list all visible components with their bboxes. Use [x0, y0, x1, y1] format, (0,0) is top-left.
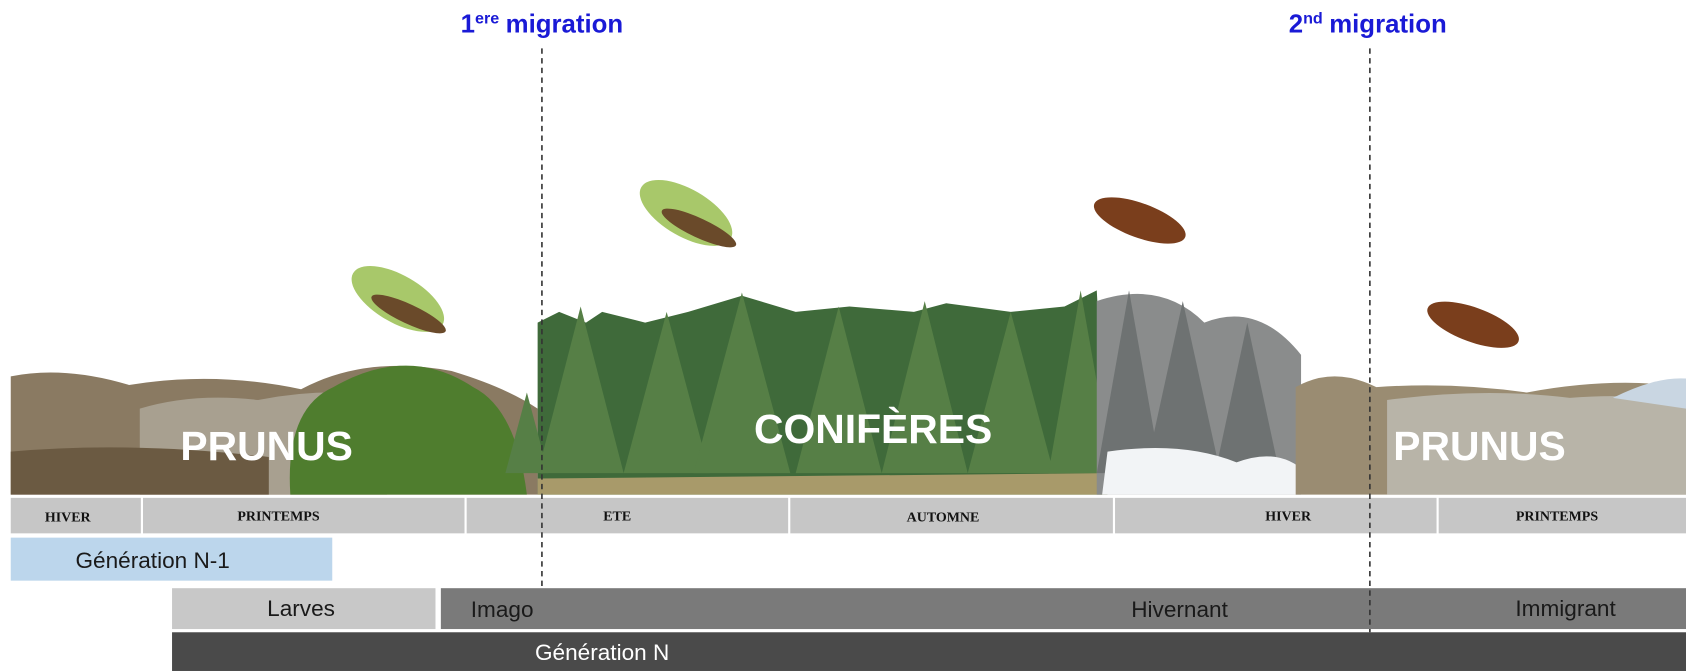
- insect: [341, 253, 454, 346]
- bar-label: Génération N-1: [75, 548, 229, 573]
- insect: [629, 167, 742, 260]
- season: PRINTEMPS: [237, 509, 319, 524]
- host-label: PRUNUS: [180, 423, 352, 469]
- bar-label: Immigrant: [1515, 596, 1616, 621]
- season: ETE: [603, 509, 631, 524]
- season: HIVER: [1265, 509, 1312, 524]
- diagram: PRUNUS CONIFÈRES PRUNUS HIVER PRINTEMPS …: [0, 0, 1686, 671]
- bar-label: Hivernant: [1131, 597, 1228, 622]
- season: AUTOMNE: [907, 511, 980, 526]
- bar: [172, 632, 1686, 671]
- season: HIVER: [45, 511, 92, 526]
- bar-label: Larves: [267, 596, 335, 621]
- insect: [1422, 292, 1525, 357]
- bar-label: Imago: [471, 597, 534, 622]
- bar-label: Génération N: [535, 640, 669, 665]
- page: PRUNUS CONIFÈRES PRUNUS HIVER PRINTEMPS …: [0, 0, 1686, 671]
- season: PRINTEMPS: [1516, 509, 1598, 524]
- bar: [441, 588, 1686, 629]
- host-label: CONIFÈRES: [754, 406, 992, 452]
- insect: [1088, 188, 1191, 253]
- host-label: PRUNUS: [1393, 423, 1565, 469]
